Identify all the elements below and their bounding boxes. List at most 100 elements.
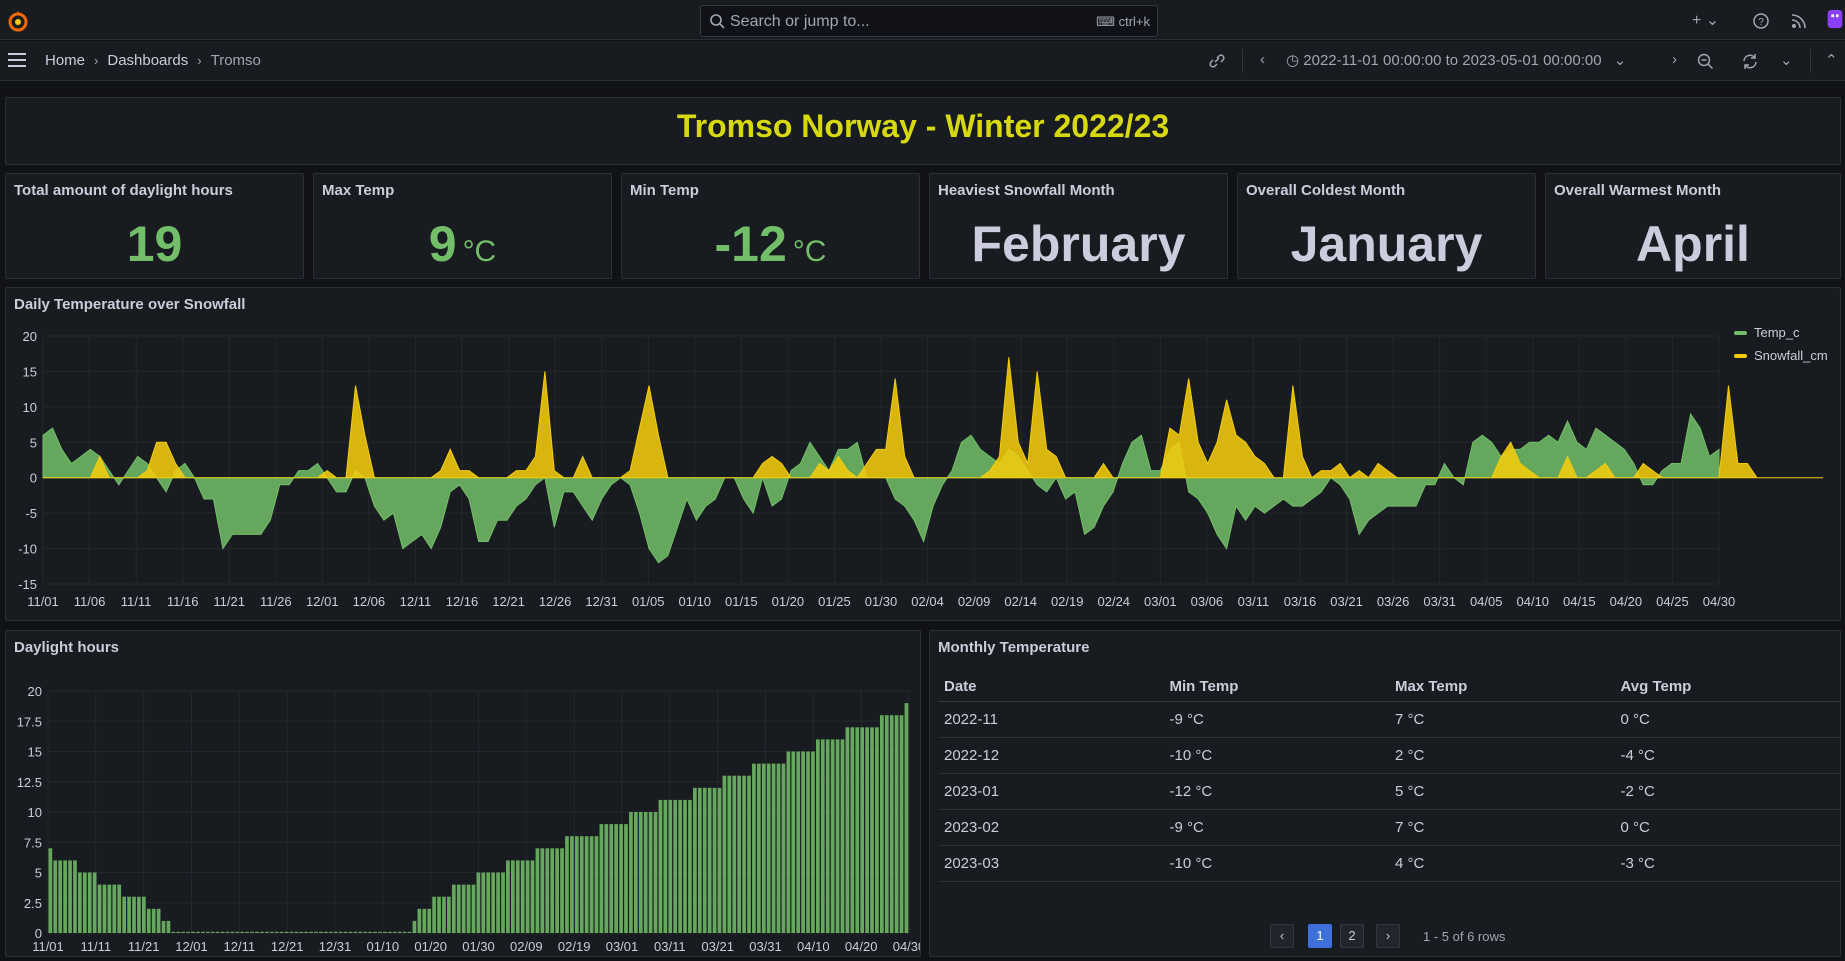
help-icon[interactable]: ? — [1752, 10, 1770, 32]
daylight-bar — [451, 884, 456, 933]
daylight-bar — [48, 848, 53, 933]
divider — [1242, 49, 1243, 73]
daylight-bar — [422, 908, 427, 933]
daylight-bar — [338, 931, 343, 933]
daylight-bar — [604, 824, 609, 933]
panel-title: Daily Temperature over Snowfall — [14, 296, 246, 313]
breadcrumb-dashboards[interactable]: Dashboards — [107, 52, 189, 69]
search-shortcut: ⌨ ctrl+k — [1096, 14, 1150, 29]
daylight-bar — [235, 931, 240, 933]
time-back-icon[interactable]: ‹ — [1260, 51, 1265, 68]
panel-title: Monthly Temperature — [938, 639, 1090, 656]
daylight-bar — [614, 824, 619, 933]
legend-swatch — [1734, 331, 1747, 335]
daylight-bar — [240, 931, 245, 933]
x-tick-label: 04/20 — [1610, 594, 1643, 609]
time-forward-icon[interactable]: › — [1672, 51, 1677, 68]
daylight-bar — [845, 727, 850, 933]
legend-label: Temp_c — [1754, 325, 1800, 340]
table-cell: 4 °C — [1389, 845, 1615, 882]
daylight-bar — [73, 860, 77, 933]
daylight-bar — [653, 812, 658, 933]
daylight-bar — [550, 848, 555, 933]
menu-icon[interactable] — [8, 53, 26, 67]
daylight-bar — [447, 896, 451, 933]
x-tick-label: 02/14 — [1004, 594, 1037, 609]
daylight-bar — [412, 920, 417, 933]
daylight-bar — [324, 931, 328, 933]
collapse-icon[interactable]: ⌃ — [1825, 52, 1838, 69]
prev-page-button[interactable]: ‹ — [1270, 924, 1294, 948]
search-input[interactable]: Search or jump to... ⌨ ctrl+k — [700, 5, 1158, 37]
page-button[interactable]: 2 — [1340, 924, 1364, 948]
daylight-bar — [899, 715, 904, 933]
refresh-icon[interactable] — [1741, 53, 1759, 70]
daylight-bar — [87, 872, 92, 933]
daylight-bar — [855, 727, 860, 933]
daylight-bar — [97, 884, 102, 933]
daylight-bar — [668, 799, 673, 933]
column-header[interactable]: Avg Temp — [1614, 673, 1840, 702]
daylight-bar — [722, 775, 727, 933]
grafana-logo-icon[interactable] — [6, 10, 30, 34]
daylight-bar — [884, 715, 889, 933]
daylight-bar-chart[interactable]: 20 17.5 15 12.5 10 7.5 5 2.5 011/01 11/11 11/21 12/… — [6, 631, 920, 956]
daylight-bar — [501, 872, 505, 933]
daylight-bar — [796, 751, 801, 933]
x-tick-label: 12/31 — [585, 594, 618, 609]
daylight-bar — [442, 896, 446, 933]
daylight-bar — [678, 799, 682, 933]
daylight-bar — [579, 836, 584, 933]
stat-title: Total amount of daylight hours — [14, 182, 233, 199]
daylight-bar — [112, 884, 117, 933]
daylight-bar — [196, 931, 200, 933]
daylight-bar — [535, 848, 540, 933]
time-picker[interactable]: ◷ 2022-11-01 00:00:00 to 2023-05-01 00:0… — [1286, 51, 1626, 69]
y-tick-label: 10 — [28, 805, 42, 820]
column-header[interactable]: Max Temp — [1389, 673, 1615, 702]
next-page-button[interactable]: › — [1376, 924, 1400, 948]
share-link-icon[interactable] — [1208, 53, 1226, 69]
column-header[interactable]: Min Temp — [1163, 673, 1389, 702]
daylight-bar — [904, 703, 909, 933]
daylight-bar — [673, 799, 678, 933]
x-tick-label: 12/01 — [175, 939, 208, 954]
x-tick-label: 03/01 — [1144, 594, 1177, 609]
x-tick-label: 03/01 — [606, 939, 639, 954]
title-panel: Tromso Norway - Winter 2022/23 — [5, 97, 1841, 165]
daylight-bar — [260, 931, 264, 933]
daylight-bar — [510, 860, 515, 933]
zoom-out-icon[interactable] — [1697, 53, 1714, 70]
table-cell: -9 °C — [1163, 701, 1389, 738]
x-tick-label: 11/01 — [32, 939, 64, 954]
breadcrumb-home[interactable]: Home — [45, 52, 86, 69]
column-header[interactable]: Date — [938, 673, 1164, 702]
y-tick-label: 20 — [28, 684, 42, 699]
user-avatar-icon[interactable] — [1825, 8, 1845, 30]
news-feed-icon[interactable] — [1790, 10, 1808, 32]
refresh-interval-dropdown[interactable]: ⌄ — [1780, 52, 1793, 69]
y-tick-label: -5 — [25, 506, 37, 521]
stat-title: Heaviest Snowfall Month — [938, 182, 1115, 199]
y-tick-label: 5 — [30, 435, 37, 450]
daylight-bar — [363, 931, 368, 933]
x-tick-label: 03/21 — [1330, 594, 1363, 609]
daylight-bar — [732, 775, 737, 933]
x-tick-label: 12/21 — [492, 594, 525, 609]
daylight-bar — [387, 931, 392, 933]
daylight-bar — [225, 931, 230, 933]
series-area-snowfall-cm — [42, 357, 1824, 479]
timeseries-panel: Daily Temperature over Snowfall 20 15 10 5 0… — [5, 287, 1841, 621]
time-range-label: 2022-11-01 00:00:00 to 2023-05-01 00:00:… — [1303, 52, 1602, 69]
x-tick-label: 03/11 — [654, 939, 686, 954]
y-tick-label: 10 — [23, 400, 37, 415]
temperature-snowfall-chart[interactable]: 20 15 10 5 0 -5 -10 -15 11/01 11/06 11/11 11/16 11/2… — [6, 288, 1840, 620]
daylight-bar — [811, 751, 815, 933]
page-button[interactable]: 1 — [1308, 924, 1332, 948]
daylight-bar — [683, 799, 687, 933]
x-tick-label: 11/11 — [121, 594, 152, 609]
x-tick-label: 03/31 — [749, 939, 782, 954]
add-menu-icon[interactable]: + ⌄ — [1692, 12, 1720, 29]
breadcrumb-current: Tromso — [210, 52, 261, 69]
daylight-bar — [643, 812, 648, 933]
